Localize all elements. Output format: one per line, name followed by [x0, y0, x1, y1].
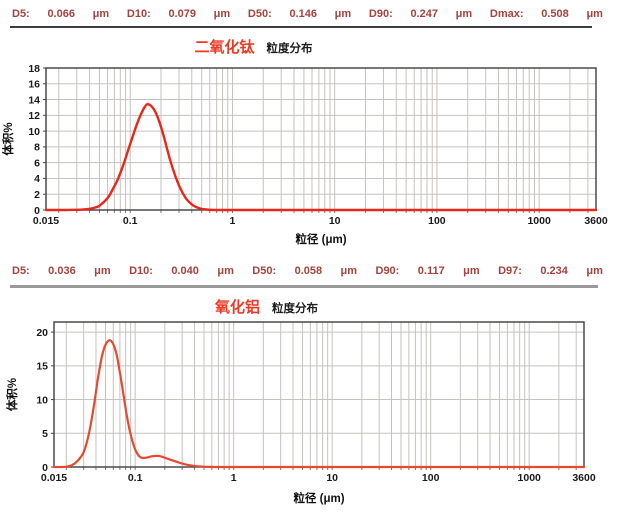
- svg-text:0: 0: [42, 462, 48, 474]
- stat-value: 0.036: [48, 265, 76, 277]
- svg-text:10: 10: [36, 394, 48, 406]
- tio2-distribution-chart: 0 2 4 6 8 10 12 14 16 18 0.015 0.1 1 10 100 1000 3600 粒径 …: [1, 63, 608, 246]
- title-suffix: 粒度分布: [266, 43, 313, 55]
- stat-label: D97:: [498, 265, 522, 277]
- stat-value: 0.066: [47, 8, 75, 20]
- stat-label: D50:: [247, 8, 272, 20]
- stat-value: 0.117: [417, 265, 445, 277]
- svg-text:1: 1: [231, 472, 237, 484]
- al2o3-distribution-chart: 0 5 10 15 20 0.015 0.1 1 10 100 1000 3600 粒径 (μm) 体积%: [5, 321, 596, 505]
- svg-text:14: 14: [28, 94, 40, 106]
- stat-value: 0.058: [294, 265, 323, 277]
- svg-text:1000: 1000: [527, 215, 551, 227]
- tio2-chart-title: 二氧化钛 粒度分布: [0, 36, 562, 57]
- stat-label: D5:: [12, 265, 30, 277]
- title-suffix: 粒度分布: [272, 303, 318, 315]
- stat-label: D90:: [368, 8, 393, 20]
- stat-unit: μm: [340, 265, 358, 277]
- stat-value: 0.247: [410, 8, 438, 20]
- svg-text:4: 4: [34, 173, 40, 185]
- stat-unit: μm: [213, 8, 231, 20]
- svg-text:0.1: 0.1: [123, 215, 138, 227]
- stat-value: 0.079: [168, 8, 196, 20]
- svg-text:粒径 (μm): 粒径 (μm): [295, 232, 346, 246]
- stat-unit: μm: [455, 8, 473, 20]
- stat-value: 0.508: [541, 8, 569, 20]
- stat-unit: μm: [586, 8, 603, 20]
- svg-text:1: 1: [230, 215, 236, 227]
- material-name: 氧化铝: [214, 299, 260, 316]
- svg-text:2: 2: [34, 189, 40, 201]
- stat-unit: μm: [92, 8, 110, 20]
- svg-text:18: 18: [28, 63, 40, 75]
- stat-label: D10:: [126, 8, 151, 20]
- svg-text:6: 6: [34, 157, 40, 169]
- al2o3-chart-title: 氧化铝 粒度分布: [0, 296, 575, 317]
- stat-label: D50:: [252, 265, 277, 277]
- svg-text:0.1: 0.1: [128, 472, 143, 484]
- svg-text:3600: 3600: [572, 472, 596, 484]
- svg-text:10: 10: [326, 472, 338, 484]
- stat-value: 0.040: [171, 265, 199, 277]
- svg-text:0.015: 0.015: [33, 215, 59, 227]
- stat-unit: μm: [217, 265, 234, 277]
- stat-value: 0.234: [540, 265, 568, 277]
- svg-text:8: 8: [34, 142, 40, 154]
- material-name: 二氧化钛: [194, 39, 255, 56]
- svg-text:1000: 1000: [518, 472, 542, 484]
- svg-text:16: 16: [28, 79, 40, 91]
- svg-text:体积%: 体积%: [5, 378, 19, 411]
- svg-text:5: 5: [42, 428, 48, 440]
- svg-text:100: 100: [422, 472, 440, 484]
- svg-text:10: 10: [329, 215, 341, 227]
- section-divider: [10, 285, 598, 288]
- stat-unit: μm: [463, 265, 480, 277]
- svg-text:体积%: 体积%: [1, 122, 15, 155]
- stat-unit: μm: [94, 265, 111, 277]
- stat-label: D90:: [375, 265, 400, 277]
- stat-label: Dmax:: [489, 8, 524, 20]
- stat-unit: μm: [586, 265, 603, 277]
- svg-text:0.015: 0.015: [41, 472, 67, 484]
- svg-text:0: 0: [34, 205, 40, 217]
- svg-text:12: 12: [28, 110, 40, 122]
- section-divider: [10, 26, 592, 28]
- stat-label: D5:: [12, 8, 30, 20]
- stat-label: D10:: [129, 265, 153, 277]
- svg-text:3600: 3600: [584, 215, 608, 227]
- svg-text:10: 10: [28, 126, 40, 138]
- svg-text:15: 15: [36, 361, 48, 373]
- svg-text:粒径 (μm): 粒径 (μm): [293, 491, 344, 505]
- svg-text:20: 20: [36, 327, 48, 339]
- stat-unit: μm: [334, 8, 352, 20]
- al2o3-stats-row: D5: 0.036 μm D10: 0.040 μm D50: 0.058 μm…: [12, 263, 603, 279]
- tio2-stats-row: D5: 0.066 μm D10: 0.079 μm D50: 0.146 μm…: [12, 6, 603, 22]
- svg-text:100: 100: [428, 215, 446, 227]
- stat-value: 0.146: [289, 8, 317, 20]
